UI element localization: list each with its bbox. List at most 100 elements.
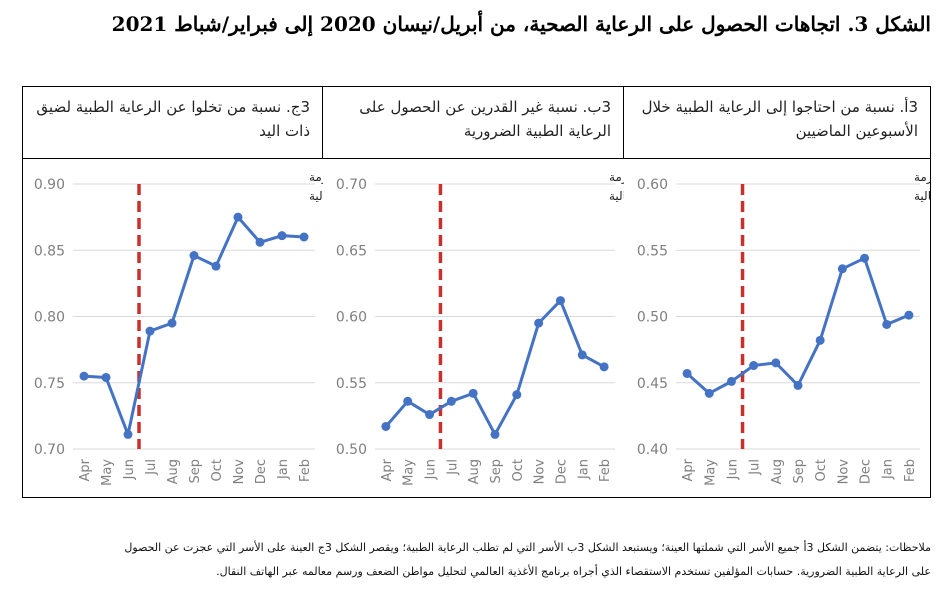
y-tick-label: 0.75	[34, 376, 65, 392]
data-point	[299, 232, 309, 242]
crisis-annotation: تسارع وتيرة أزمة	[609, 169, 624, 185]
panel-title-3a: 3أ. نسبة من احتاجوا إلى الرعاية الطبية خ…	[641, 98, 918, 140]
x-tick-label: Sep	[188, 459, 203, 484]
y-tick-label: 0.50	[637, 310, 668, 326]
x-tick-label: May	[100, 459, 115, 486]
data-point	[79, 371, 89, 381]
data-point	[726, 376, 736, 386]
data-point	[512, 390, 522, 400]
data-point	[534, 318, 544, 328]
data-point	[771, 358, 781, 368]
x-tick-label: Feb	[598, 459, 613, 482]
y-tick-label: 0.80	[34, 310, 65, 326]
panel-header-3b: 3ب. نسبة غير القدرين عن الحصول على الرعا…	[323, 87, 624, 159]
x-tick-label: Jun	[424, 459, 439, 480]
y-tick-label: 0.70	[34, 442, 65, 458]
x-tick-label: May	[402, 459, 417, 486]
notes-line-1: ملاحظات: يتضمن الشكل 3أ جميع الأسر التي …	[124, 541, 931, 554]
data-point	[837, 264, 847, 274]
crisis-annotation: الأمن الغذائي الحالية	[609, 188, 624, 204]
x-tick-label: Aug	[770, 459, 785, 484]
data-point	[211, 261, 221, 271]
data-point	[793, 380, 803, 390]
x-tick-label: Apr	[78, 458, 93, 481]
panel-title-3b: 3ب. نسبة غير القدرين عن الحصول على الرعا…	[359, 98, 611, 140]
data-point	[123, 429, 133, 439]
data-point	[815, 335, 825, 345]
x-tick-label: Jan	[276, 459, 291, 480]
y-tick-label: 0.45	[637, 376, 668, 392]
data-point	[682, 368, 692, 378]
data-point	[277, 231, 287, 241]
x-tick-label: Jan	[881, 459, 896, 480]
x-tick-label: Jan	[576, 459, 591, 480]
data-point	[904, 310, 914, 320]
data-point	[446, 396, 456, 406]
x-tick-label: May	[703, 459, 718, 486]
y-tick-label: 0.55	[336, 376, 367, 392]
data-point	[599, 362, 609, 372]
y-tick-label: 0.85	[34, 243, 65, 259]
crisis-annotation: الأمن الغذائي الحالية	[309, 188, 323, 204]
x-tick-label: Aug	[467, 459, 482, 484]
crisis-annotation: تسارع وتيرة أزمة	[309, 169, 323, 185]
crisis-annotation: الأمن الغذائي الحالية	[914, 188, 930, 204]
data-point	[189, 251, 199, 261]
x-tick-label: Jun	[122, 459, 137, 480]
x-tick-label: Dec	[859, 459, 874, 484]
data-point	[101, 372, 111, 382]
data-point	[577, 350, 587, 360]
crisis-annotation: تسارع وتيرة أزمة	[914, 169, 930, 185]
data-point	[145, 326, 155, 336]
x-tick-label: Oct	[814, 459, 829, 481]
series-line	[83, 215, 305, 436]
y-tick-label: 0.40	[637, 442, 668, 458]
y-tick-label: 0.90	[34, 177, 65, 193]
figure-notes: ملاحظات: يتضمن الشكل 3أ جميع الأسر التي …	[21, 536, 931, 584]
figure-frame: 3ج. نسبة من تخلوا عن الرعاية الطبية لضيق…	[22, 86, 931, 498]
x-tick-label: Nov	[533, 459, 548, 485]
y-tick-label: 0.60	[336, 310, 367, 326]
panel-header-3c: 3ج. نسبة من تخلوا عن الرعاية الطبية لضيق…	[23, 87, 323, 159]
x-tick-label: Oct	[511, 459, 526, 481]
chart-panel-3a: 0.40 0.45 0.50 0.55 0.60 Apr May Jun Jul Aug Sep Oc…	[637, 169, 930, 486]
series-line	[384, 299, 605, 436]
figure-title: الشكل 3. اتجاهات الحصول على الرعاية الصح…	[111, 12, 931, 36]
y-tick-label: 0.65	[336, 243, 367, 259]
x-tick-label: Dec	[554, 459, 569, 484]
y-tick-label: 0.55	[637, 243, 668, 259]
data-point	[555, 296, 565, 306]
x-tick-label: Aug	[166, 459, 181, 484]
y-tick-label: 0.50	[336, 442, 367, 458]
notes-line-2: على الرعاية الطبية الضرورية. حسابات المؤ…	[216, 565, 931, 578]
data-point	[860, 253, 870, 263]
x-tick-label: Jul	[445, 459, 460, 476]
data-point	[255, 237, 265, 247]
x-tick-label: Sep	[489, 459, 504, 484]
data-point	[233, 212, 243, 222]
data-point	[425, 410, 435, 420]
data-point	[468, 388, 478, 398]
data-point	[749, 361, 759, 371]
x-tick-label: Dec	[254, 459, 269, 484]
x-tick-label: Apr	[380, 458, 395, 481]
x-tick-label: Jul	[144, 459, 159, 476]
data-point	[167, 318, 177, 328]
x-tick-label: Nov	[836, 459, 851, 485]
x-tick-label: Nov	[232, 459, 247, 485]
x-tick-label: Jul	[748, 459, 763, 476]
x-tick-label: Feb	[903, 459, 918, 482]
data-point	[403, 396, 413, 406]
y-tick-label: 0.60	[637, 177, 668, 193]
panel-title-3c: 3ج. نسبة من تخلوا عن الرعاية الطبية لضيق…	[36, 98, 310, 140]
panel-header-3a: 3أ. نسبة من احتاجوا إلى الرعاية الطبية خ…	[624, 87, 930, 159]
chart-panel-3c: 0.70 0.75 0.80 0.85 0.90 Apr May Jun Jul Aug Sep Oc…	[34, 169, 323, 486]
data-point	[490, 429, 500, 439]
data-point	[381, 421, 391, 431]
x-tick-label: Oct	[210, 459, 225, 481]
x-tick-label: Apr	[681, 458, 696, 481]
x-tick-label: Feb	[298, 459, 313, 482]
x-tick-label: Jun	[725, 459, 740, 480]
series-line	[686, 256, 910, 395]
data-point	[704, 388, 714, 398]
